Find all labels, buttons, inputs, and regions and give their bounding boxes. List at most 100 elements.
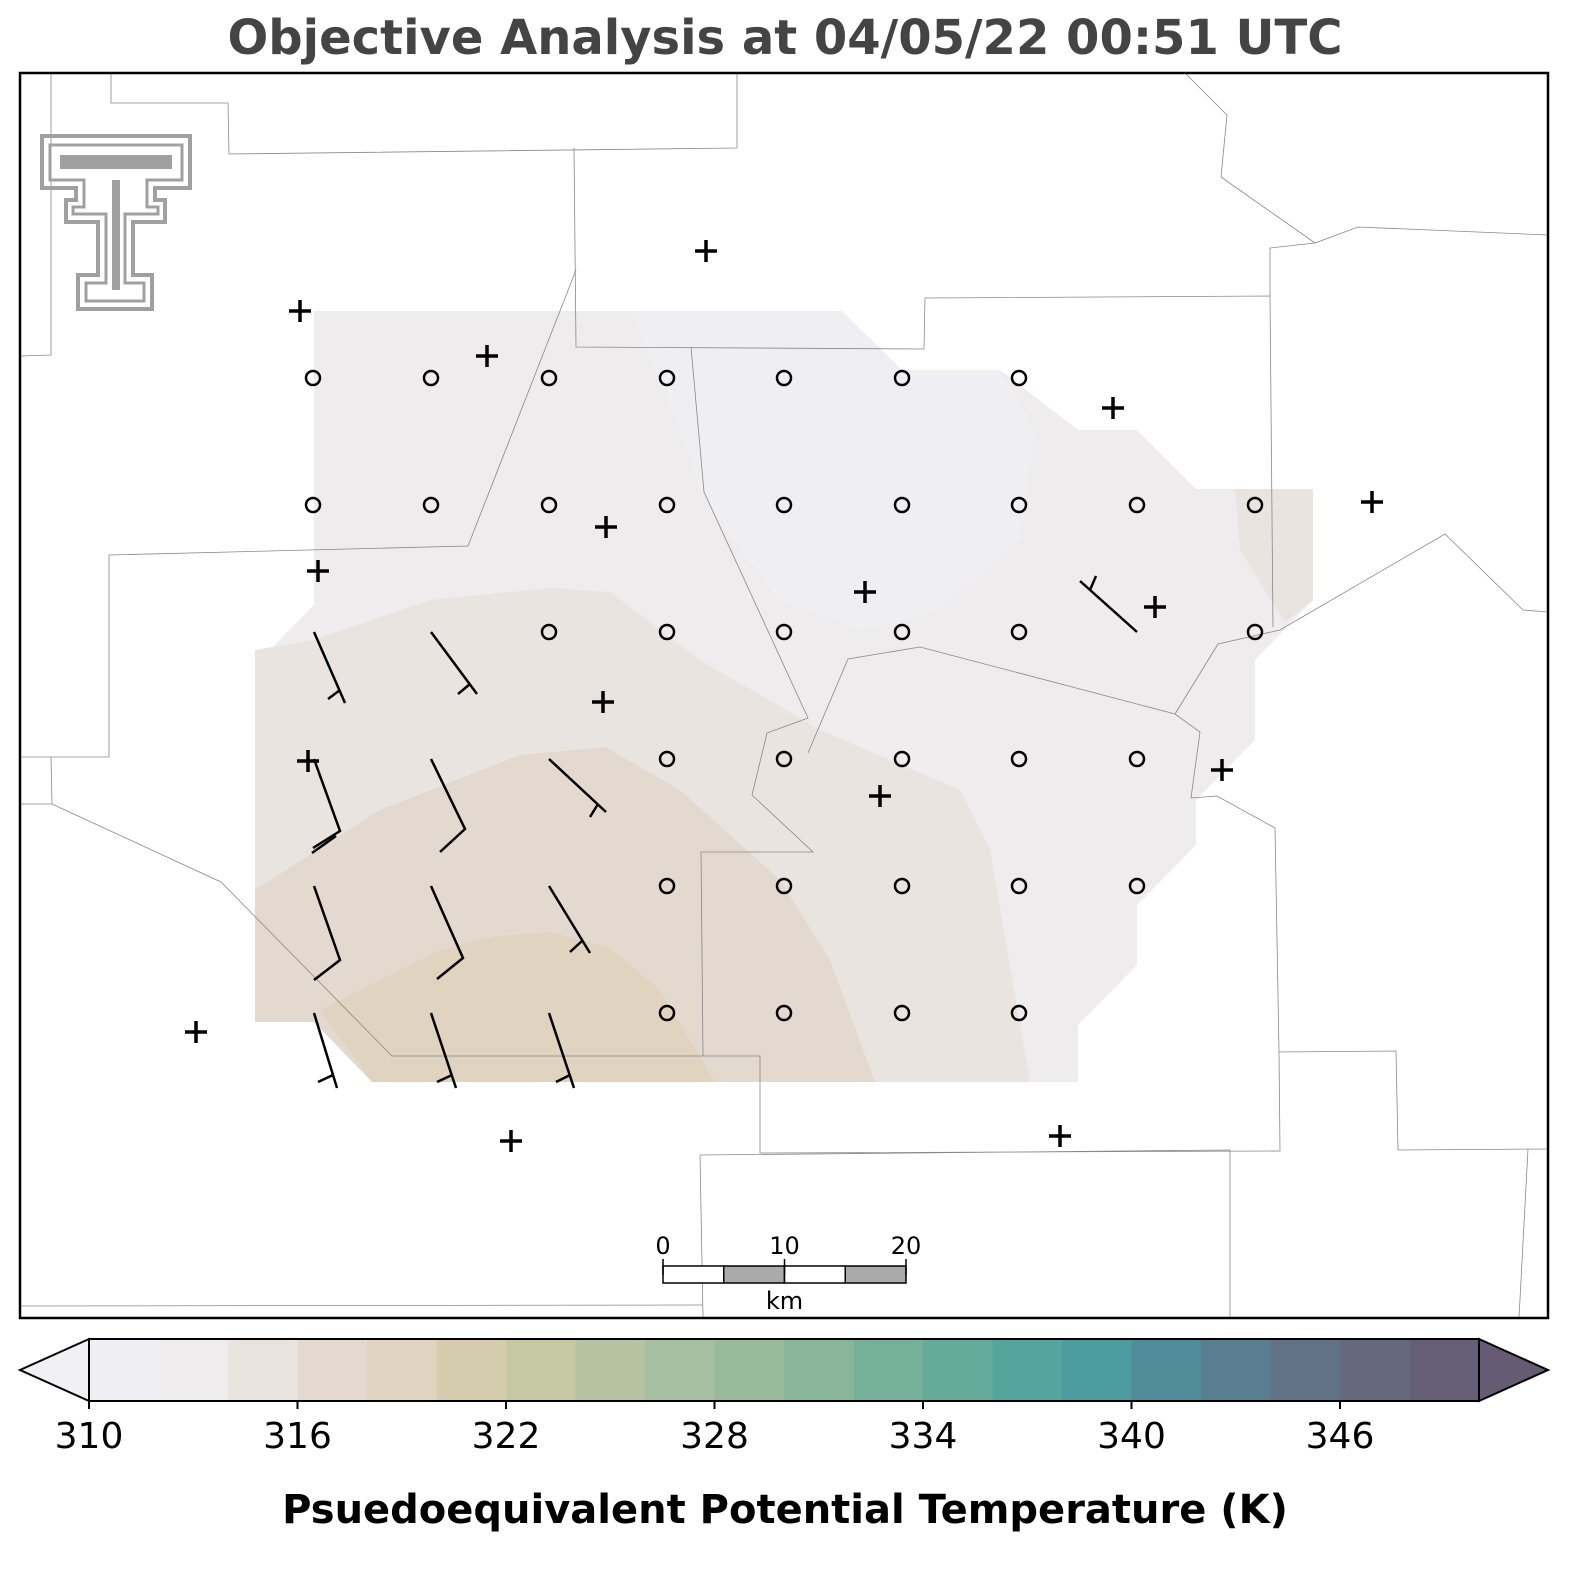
stations xyxy=(185,240,1383,1152)
colorbar-box xyxy=(923,1339,993,1401)
scale-segment xyxy=(783,1265,846,1284)
grid-point xyxy=(893,623,911,641)
station xyxy=(1144,596,1166,618)
grid-point xyxy=(1010,496,1028,514)
grid-point xyxy=(1246,496,1264,514)
colorbar-box xyxy=(992,1339,1063,1401)
grid-point xyxy=(1128,877,1146,895)
grid-point xyxy=(775,496,793,514)
colorbar-box xyxy=(784,1339,854,1401)
colorbar-box xyxy=(714,1339,785,1401)
colorbar-box xyxy=(89,1339,159,1401)
colorbar-box xyxy=(436,1339,507,1401)
colorbar-box xyxy=(228,1339,298,1401)
colorbar-box xyxy=(297,1339,368,1401)
scale-segment xyxy=(723,1265,786,1284)
scale-bar: 0 10 20 km xyxy=(655,1232,921,1315)
grid-point xyxy=(775,1004,793,1022)
grid-point xyxy=(1010,877,1028,895)
grid-point xyxy=(775,623,793,641)
colorbar-box xyxy=(645,1339,715,1401)
station xyxy=(289,300,311,322)
colorbar-box xyxy=(853,1339,924,1401)
colorbar-box xyxy=(1340,1339,1410,1401)
grid-point xyxy=(775,369,793,387)
station xyxy=(595,516,617,538)
colorbar-box xyxy=(506,1339,576,1401)
grid-point xyxy=(1010,623,1028,641)
scale-segment xyxy=(662,1265,725,1284)
scale-tick-label: 10 xyxy=(769,1232,800,1260)
grid-point xyxy=(658,877,676,895)
station xyxy=(1211,759,1233,781)
colorbar-tick-label: 346 xyxy=(1306,1416,1375,1457)
grid-point xyxy=(775,750,793,768)
colorbar-tick-label: 310 xyxy=(55,1416,124,1457)
colorbar-box xyxy=(1062,1339,1132,1401)
colorbar-tick-label: 340 xyxy=(1097,1416,1166,1457)
grid-point xyxy=(775,877,793,895)
scale-unit: km xyxy=(766,1287,803,1315)
scale-tick-label: 0 xyxy=(655,1232,670,1260)
colorbar-tick-label: 334 xyxy=(889,1416,958,1457)
grid-point xyxy=(893,750,911,768)
grid-point xyxy=(658,496,676,514)
station xyxy=(592,691,614,713)
grid-point xyxy=(304,369,322,387)
grid-point xyxy=(658,750,676,768)
grid-point xyxy=(1128,750,1146,768)
grid-point xyxy=(540,496,558,514)
colorbar-over xyxy=(1478,1337,1551,1403)
wind-barbs xyxy=(311,575,1138,1089)
colorbar-box xyxy=(158,1339,229,1401)
grid-point xyxy=(1128,496,1146,514)
station xyxy=(854,581,876,603)
grid-point xyxy=(540,623,558,641)
station xyxy=(185,1021,207,1043)
grid-point xyxy=(304,496,322,514)
colorbar-under xyxy=(17,1337,90,1403)
analysis-fill xyxy=(255,311,1313,1082)
colorbar-box xyxy=(367,1339,437,1401)
map: 0 10 20 km xyxy=(18,71,1550,1320)
station xyxy=(1049,1125,1071,1147)
grid-point xyxy=(422,496,440,514)
logo xyxy=(40,134,192,311)
station xyxy=(476,345,498,367)
colorbar-box xyxy=(575,1339,646,1401)
grid-point xyxy=(422,369,440,387)
grid-point xyxy=(1010,1004,1028,1022)
colorbar-tick-label: 316 xyxy=(263,1416,332,1457)
colorbar-tick-label: 322 xyxy=(472,1416,541,1457)
colorbar: 310 316 322 328 334 340 346 xyxy=(17,1337,1551,1457)
station xyxy=(1361,491,1383,513)
grid-point xyxy=(658,1004,676,1022)
colorbar-box xyxy=(1201,1339,1271,1401)
grid-point xyxy=(893,877,911,895)
grid-point xyxy=(1010,369,1028,387)
grid-points xyxy=(304,369,1264,1022)
grid-point xyxy=(658,369,676,387)
colorbar-label: Psuedoequivalent Potential Temperature (… xyxy=(282,1487,1288,1533)
station xyxy=(500,1130,522,1152)
colorbar-box xyxy=(1131,1339,1202,1401)
grid-point xyxy=(658,623,676,641)
station xyxy=(1102,397,1124,419)
station xyxy=(695,240,717,262)
grid-point xyxy=(1246,623,1264,641)
grid-point xyxy=(893,1004,911,1022)
colorbar-box xyxy=(1270,1339,1341,1401)
scale-segment xyxy=(844,1265,907,1284)
colorbar-frame xyxy=(88,1338,1480,1402)
scale-tick-label: 20 xyxy=(891,1232,922,1260)
station xyxy=(869,785,891,807)
colorbar-tick-label: 328 xyxy=(680,1416,749,1457)
grid-point xyxy=(893,369,911,387)
grid-point xyxy=(1010,750,1028,768)
grid-point xyxy=(893,496,911,514)
colorbar-box xyxy=(1409,1339,1480,1401)
grid-point xyxy=(540,369,558,387)
station xyxy=(307,560,329,582)
title: Objective Analysis at 04/05/22 00:51 UTC xyxy=(228,10,1343,66)
